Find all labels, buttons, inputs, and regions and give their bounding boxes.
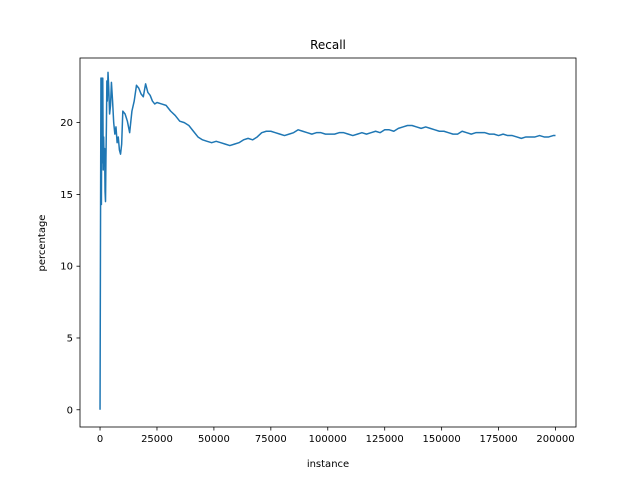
x-tick-label: 25000 [141,434,173,445]
x-tick-label: 75000 [255,434,287,445]
y-tick-label: 20 [60,118,73,129]
y-tick-label: 15 [60,190,73,201]
x-tick-label: 0 [97,434,103,445]
y-tick-label: 0 [67,405,73,416]
x-tick-label: 150000 [423,434,461,445]
x-axis-label: instance [307,459,349,470]
x-axis: 0 25000 50000 75000 100000 125000 150000 175000… [97,427,575,445]
plot-area [99,71,556,410]
x-tick-label: 200000 [536,434,574,445]
y-axis: 0 5 10 15 20 [60,118,80,416]
x-tick-label: 125000 [366,434,404,445]
x-tick-label: 175000 [479,434,517,445]
y-tick-label: 5 [67,333,73,344]
x-tick-label: 100000 [309,434,347,445]
x-tick-label: 50000 [198,434,230,445]
y-axis-label: percentage [37,215,48,272]
y-tick-label: 10 [60,262,73,273]
series-line-0 [99,71,556,410]
chart-title: Recall [310,38,346,52]
